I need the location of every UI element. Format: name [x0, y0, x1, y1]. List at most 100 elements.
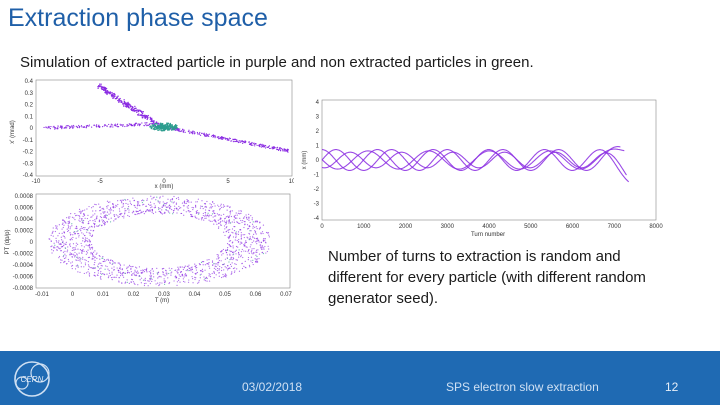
ring-point [69, 245, 72, 247]
ring-point [102, 207, 104, 209]
ring-point [65, 257, 67, 259]
ring-point [192, 271, 194, 273]
ring-point [78, 219, 80, 221]
phase-point-extracted [123, 99, 125, 101]
ring-point [210, 206, 212, 208]
ring-point [235, 212, 237, 214]
ring-point [88, 247, 91, 249]
ring-point [163, 278, 165, 280]
ring-point [174, 276, 176, 278]
ring-point [198, 263, 201, 265]
phase-point-core [152, 128, 155, 130]
ring-point [223, 269, 225, 271]
bottom-left-xtick: 0.03 [158, 292, 170, 298]
ring-point [251, 249, 253, 251]
phase-point-extracted [228, 137, 231, 139]
phase-point-extracted [232, 139, 234, 141]
ring-point [238, 253, 240, 255]
ring-point [256, 220, 259, 222]
ring-point [139, 209, 142, 211]
ring-point [231, 210, 233, 212]
ring-point [149, 282, 151, 285]
ring-point [176, 212, 178, 214]
ring-point [106, 214, 108, 217]
ring-point [94, 275, 96, 277]
ring-point [184, 274, 186, 276]
ring-point [69, 216, 71, 218]
phase-point-extracted [237, 141, 240, 144]
ring-point [151, 267, 153, 270]
ring-point [172, 211, 175, 214]
ring-point [82, 220, 84, 222]
phase-point-extracted [96, 124, 98, 126]
ring-point [172, 202, 174, 204]
ring-point [166, 202, 168, 204]
ring-point [255, 260, 257, 262]
ring-point [188, 264, 190, 266]
ring-point [167, 210, 169, 212]
ring-point [57, 235, 59, 237]
phase-point-extracted [179, 128, 181, 130]
ring-point [80, 262, 82, 264]
phase-point-core [174, 127, 177, 130]
ring-point [152, 212, 154, 215]
ring-point [227, 268, 229, 270]
ring-point [56, 228, 58, 230]
ring-point [130, 281, 132, 283]
ring-point [97, 269, 99, 272]
ring-point [141, 272, 143, 274]
ring-point [106, 211, 109, 213]
phase-point-extracted [66, 127, 68, 129]
ring-point [136, 270, 139, 272]
ring-point [129, 200, 131, 202]
ring-point [195, 201, 197, 203]
ring-point [165, 269, 167, 271]
ring-point [98, 203, 100, 205]
ring-point [185, 211, 187, 213]
phase-point-core [154, 123, 157, 125]
ring-point [130, 271, 132, 273]
right-ytick: 4 [316, 100, 320, 106]
ring-point [246, 224, 249, 226]
ring-point [154, 206, 157, 209]
ring-point [68, 226, 70, 228]
ring-point [159, 196, 161, 198]
ring-point [206, 200, 208, 203]
ring-point [71, 265, 73, 267]
ring-point [241, 267, 244, 270]
ring-point [100, 213, 102, 215]
ring-point [63, 220, 65, 222]
ring-point [195, 273, 197, 275]
right-xtick: 3000 [441, 224, 455, 230]
ring-point [208, 216, 210, 218]
phase-point-extracted [124, 103, 127, 106]
phase-point-extracted [248, 143, 251, 145]
ring-point [91, 258, 93, 260]
ring-point [165, 203, 167, 205]
bottom-left-xtick: 0.07 [280, 292, 292, 298]
right-xtick: 2000 [399, 224, 413, 230]
ring-point [119, 210, 121, 212]
ring-point [145, 282, 147, 284]
phase-point-extracted [197, 133, 199, 135]
ring-point [238, 210, 240, 212]
ring-point [248, 218, 250, 220]
ring-point [133, 199, 136, 201]
phase-point-core [152, 125, 154, 128]
phase-point-extracted [208, 133, 210, 135]
ring-point [228, 219, 230, 221]
phase-point-extracted [234, 140, 236, 143]
ring-point [90, 229, 92, 231]
top-left-ytick: -0.1 [23, 138, 34, 144]
ring-point [84, 264, 87, 266]
ring-point [201, 219, 203, 221]
ring-point [209, 274, 211, 276]
ring-point [216, 213, 218, 215]
ring-point [246, 218, 248, 220]
phase-point-extracted [88, 125, 90, 127]
ring-point [203, 219, 205, 221]
ring-point [157, 282, 159, 284]
ring-point [226, 248, 229, 251]
ring-point [130, 267, 132, 270]
ring-point [160, 276, 162, 278]
